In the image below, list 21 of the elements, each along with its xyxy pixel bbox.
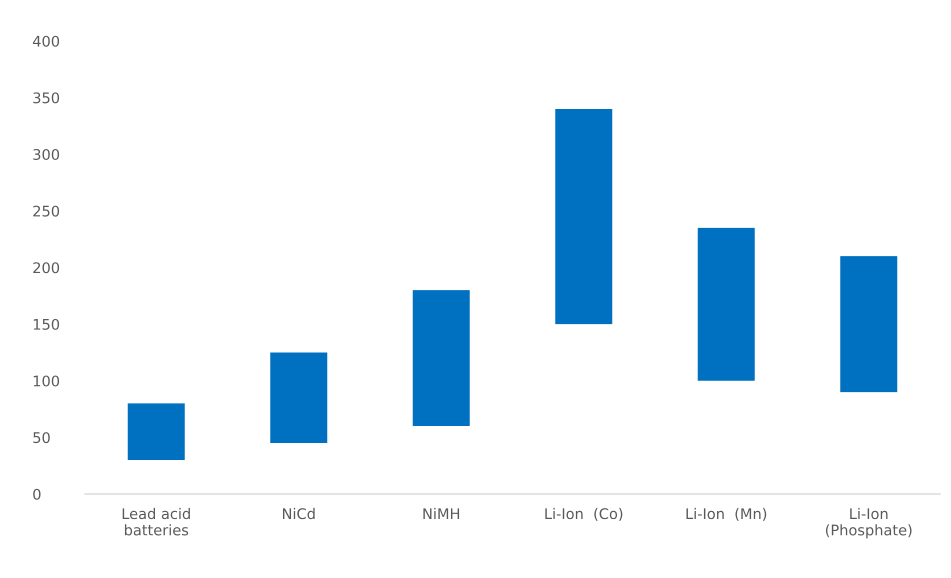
y-tick-label: 0 (33, 488, 41, 500)
bar (555, 108, 612, 324)
x-tick-label: Li-Ion (Phosphate) (826, 508, 912, 538)
y-tick-label: 200 (33, 262, 60, 274)
y-tick-label: 400 (32, 36, 60, 47)
x-tick-label: NiMH (423, 508, 460, 519)
bar (128, 403, 185, 460)
x-tick-label: NiCd (282, 508, 315, 520)
x-tick-label: Li-Ion (Mn) (686, 508, 766, 521)
bar (840, 256, 898, 392)
bar (698, 228, 755, 381)
bar (270, 352, 328, 444)
x-tick-label: Li-Ion (Co) (545, 508, 622, 521)
y-tick-label: 350 (33, 92, 60, 104)
y-tick-label: 150 (34, 318, 60, 330)
y-tick-label: 50 (33, 432, 50, 444)
y-tick-label: 250 (33, 206, 60, 217)
bar (412, 290, 470, 426)
y-tick-label: 300 (33, 148, 60, 160)
x-tick-label: Lead acid batteries (122, 508, 190, 536)
y-tick-label: 100 (34, 375, 60, 386)
